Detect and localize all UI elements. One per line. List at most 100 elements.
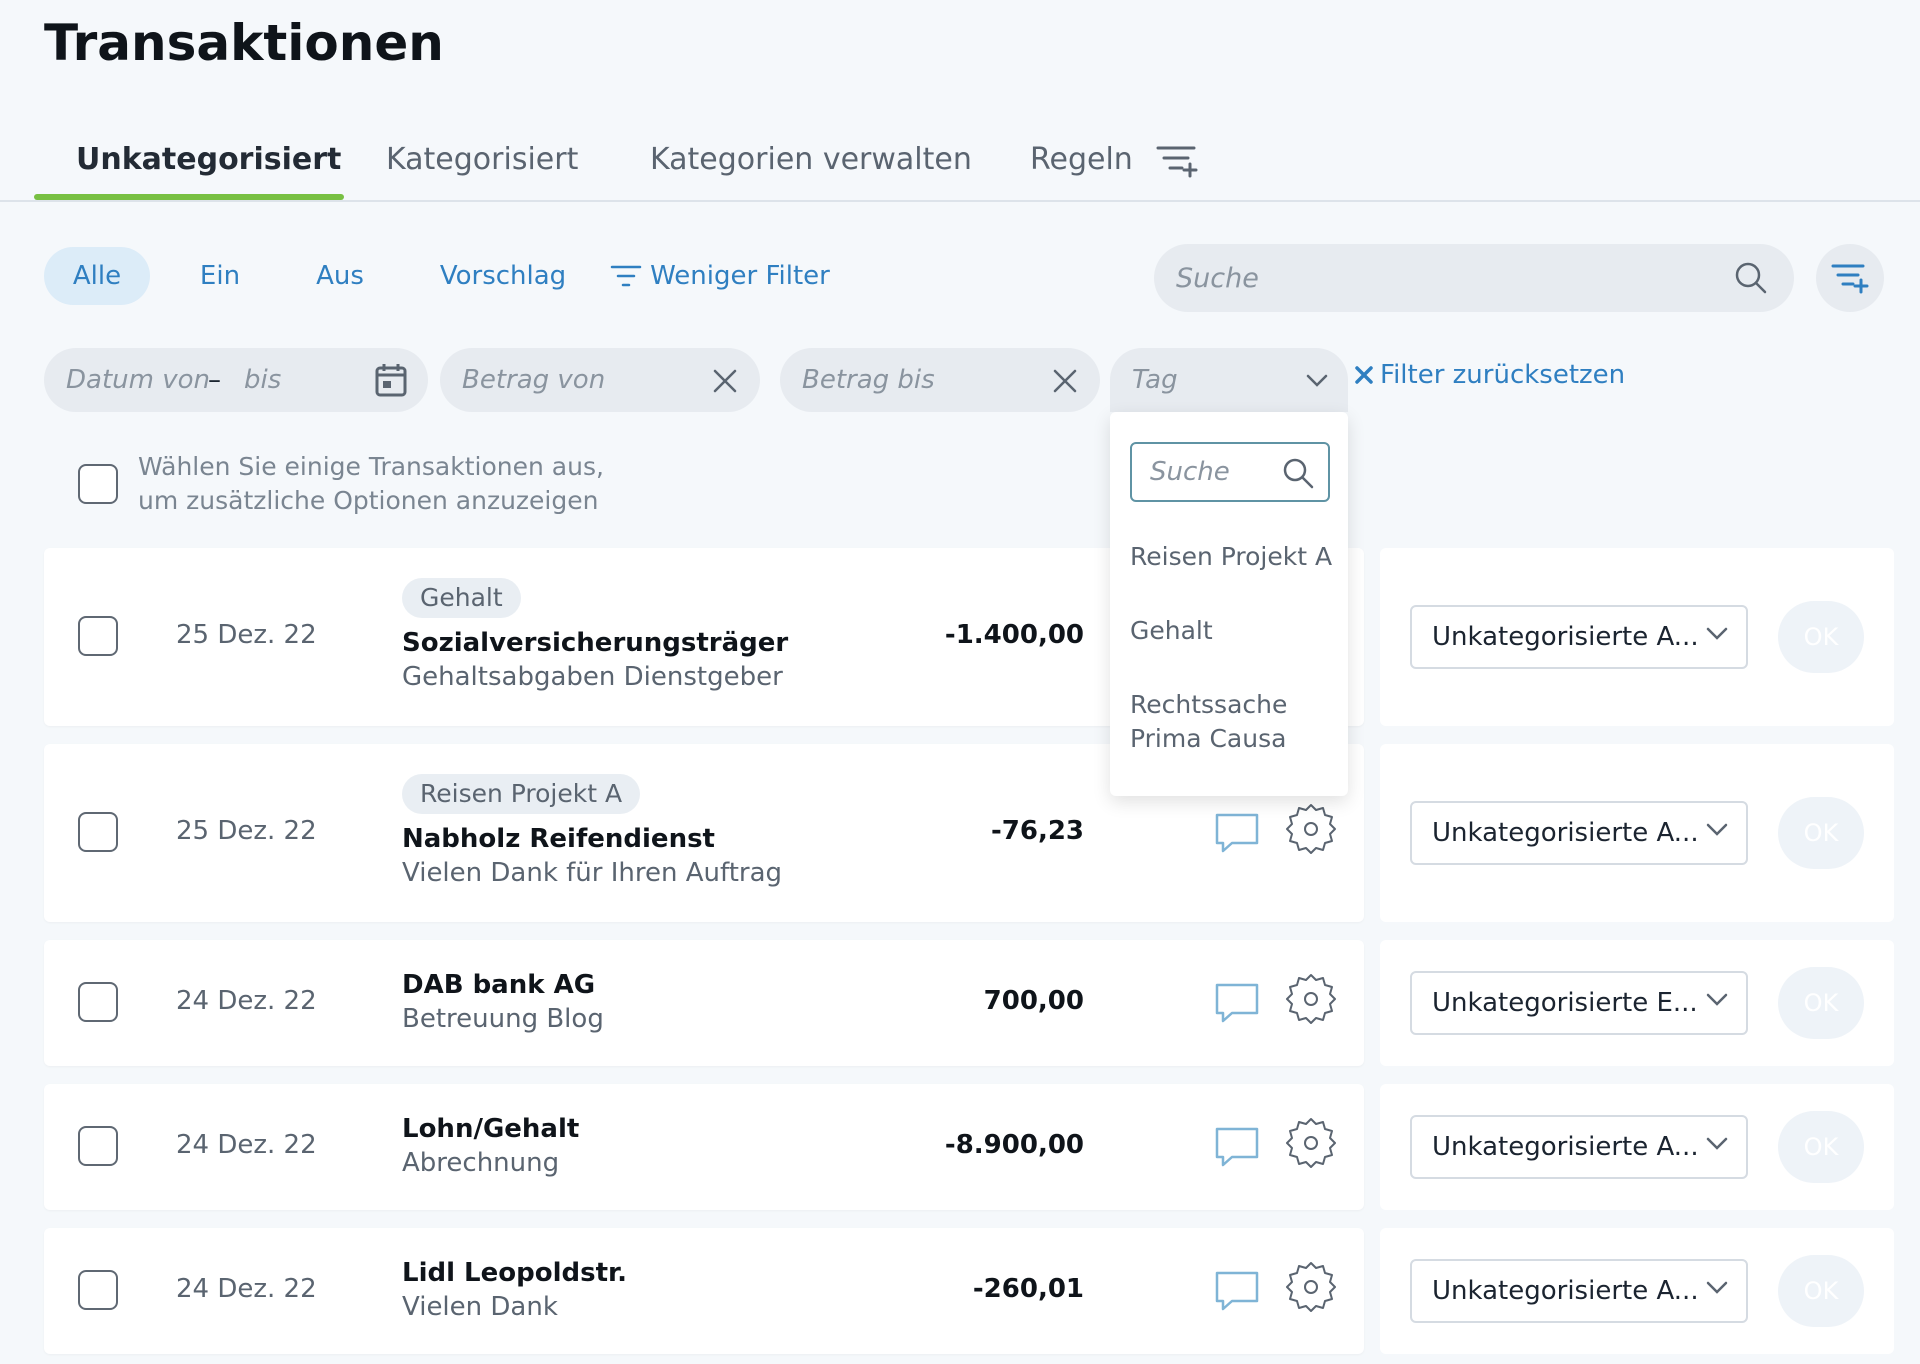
transaction-row: 24 Dez. 22 Lidl Leopoldstr. Vielen Dank … [44, 1228, 1364, 1354]
tag-search-input[interactable] [1150, 444, 1280, 500]
amount-to-placeholder: Betrag bis [802, 365, 935, 395]
select-hint-line-1: Wählen Sie einige Transaktionen aus, [138, 452, 604, 481]
row-amount: -1.400,00 [944, 620, 1084, 650]
row-tag: Gehalt [402, 578, 521, 618]
comment-icon[interactable] [1214, 812, 1260, 854]
tag-dropdown-menu: Reisen Projekt A Gehalt Rechtssache Prim… [1110, 412, 1348, 796]
less-filter-button[interactable]: Weniger Filter [610, 247, 830, 305]
add-filter-button[interactable] [1816, 244, 1884, 312]
row-amount: 700,00 [983, 986, 1084, 1016]
filter-chip-out[interactable]: Aus [316, 261, 364, 291]
gear-icon[interactable] [1284, 1260, 1338, 1314]
category-select[interactable]: Unkategorisierte A... [1410, 605, 1748, 669]
row-subtitle: Abrechnung [402, 1148, 560, 1178]
comment-icon[interactable] [1214, 982, 1260, 1024]
tag-option-reisen-projekt-a[interactable]: Reisen Projekt A [1130, 542, 1333, 571]
clear-amount-from-icon[interactable] [712, 368, 738, 394]
select-all-checkbox[interactable] [78, 464, 118, 504]
tab-bar: Unkategorisiert Kategorisiert Kategorien… [0, 120, 1920, 202]
search-box [1154, 244, 1794, 312]
date-separator: – [208, 365, 221, 395]
row-date: 24 Dez. 22 [176, 1130, 317, 1160]
amount-to-field[interactable]: Betrag bis [780, 348, 1100, 412]
ok-button[interactable]: OK [1778, 601, 1864, 673]
tab-regeln[interactable]: Regeln [1030, 142, 1200, 178]
category-select[interactable]: Unkategorisierte E... [1410, 971, 1748, 1035]
date-from-placeholder: Datum von [66, 365, 210, 395]
clear-amount-to-icon[interactable] [1052, 368, 1078, 394]
gear-icon[interactable] [1284, 972, 1338, 1026]
row-amount: -8.900,00 [944, 1130, 1084, 1160]
ok-button[interactable]: OK [1778, 967, 1864, 1039]
chevron-down-icon [1706, 993, 1728, 1006]
filter-chip-all[interactable]: Alle [44, 247, 150, 305]
row-subtitle: Gehaltsabgaben Dienstgeber [402, 662, 783, 692]
search-icon[interactable] [1282, 457, 1314, 489]
row-amount: -76,23 [990, 816, 1084, 846]
amount-from-field[interactable]: Betrag von [440, 348, 760, 412]
category-value: Unkategorisierte A... [1432, 818, 1699, 848]
date-to-placeholder: bis [244, 365, 282, 395]
category-value: Unkategorisierte E... [1432, 988, 1698, 1018]
chevron-down-icon [1306, 374, 1328, 387]
amount-from-placeholder: Betrag von [462, 365, 606, 395]
search-icon[interactable] [1734, 261, 1768, 295]
row-checkbox[interactable] [78, 1270, 118, 1310]
chevron-down-icon [1706, 627, 1728, 640]
select-hint: Wählen Sie einige Transaktionen aus, um … [138, 450, 604, 518]
chevron-down-icon [1706, 823, 1728, 836]
tab-kategorisiert[interactable]: Kategorisiert [386, 142, 579, 177]
row-amount: -260,01 [972, 1274, 1084, 1304]
row-name: Lohn/Gehalt [402, 1114, 580, 1144]
row-date: 24 Dez. 22 [176, 1274, 317, 1304]
row-name: Nabholz Reifendienst [402, 824, 715, 854]
row-date: 25 Dez. 22 [176, 816, 317, 846]
transaction-row: 24 Dez. 22 Lohn/Gehalt Abrechnung -8.900… [44, 1084, 1364, 1210]
reset-filter-button[interactable]: Filter zurücksetzen [1354, 360, 1625, 390]
category-panel: Unkategorisierte A... OK [1380, 744, 1894, 922]
tag-option-rechtssache-prima-causa[interactable]: Rechtssache Prima Causa [1130, 690, 1288, 753]
row-date: 25 Dez. 22 [176, 620, 317, 650]
filter-chip-suggestion[interactable]: Vorschlag [439, 261, 567, 291]
transaction-row: 24 Dez. 22 DAB bank AG Betreuung Blog 70… [44, 940, 1364, 1066]
category-select[interactable]: Unkategorisierte A... [1410, 1115, 1748, 1179]
ok-button[interactable]: OK [1778, 1255, 1864, 1327]
close-icon [1355, 366, 1373, 384]
category-panel: Unkategorisierte A... OK [1380, 1084, 1894, 1210]
tag-search-box [1130, 442, 1330, 502]
filter-add-icon [1831, 264, 1869, 294]
filter-chip-in[interactable]: Ein [199, 261, 241, 291]
tag-placeholder: Tag [1132, 365, 1178, 395]
row-checkbox[interactable] [78, 1126, 118, 1166]
page-title: Transaktionen [44, 14, 444, 72]
category-panel: Unkategorisierte A... OK [1380, 1228, 1894, 1354]
row-subtitle: Vielen Dank für Ihren Auftrag [402, 858, 783, 888]
tag-option-gehalt[interactable]: Gehalt [1130, 616, 1213, 645]
row-checkbox[interactable] [78, 616, 118, 656]
category-select[interactable]: Unkategorisierte A... [1410, 1259, 1748, 1323]
row-checkbox[interactable] [78, 982, 118, 1022]
ok-button[interactable]: OK [1778, 797, 1864, 869]
category-value: Unkategorisierte A... [1432, 622, 1699, 652]
search-input[interactable] [1176, 244, 1696, 312]
calendar-icon[interactable] [374, 362, 408, 398]
category-select[interactable]: Unkategorisierte A... [1410, 801, 1748, 865]
category-value: Unkategorisierte A... [1432, 1132, 1699, 1162]
comment-icon[interactable] [1214, 1126, 1260, 1168]
gear-icon[interactable] [1284, 1116, 1338, 1170]
tab-unkategorisiert[interactable]: Unkategorisiert [76, 142, 342, 177]
row-name: Lidl Leopoldstr. [402, 1258, 628, 1288]
row-name: DAB bank AG [402, 970, 596, 1000]
tag-select[interactable]: Tag [1110, 348, 1348, 412]
row-name: Sozialversicherungsträger [402, 628, 789, 658]
active-tab-indicator [34, 194, 344, 200]
row-checkbox[interactable] [78, 812, 118, 852]
ok-button[interactable]: OK [1778, 1111, 1864, 1183]
comment-icon[interactable] [1214, 1270, 1260, 1312]
row-tag: Reisen Projekt A [402, 774, 641, 814]
date-range-field[interactable]: Datum von – bis [44, 348, 428, 412]
category-panel: Unkategorisierte E... OK [1380, 940, 1894, 1066]
tab-kategorien-verwalten[interactable]: Kategorien verwalten [650, 142, 972, 177]
gear-icon[interactable] [1284, 802, 1338, 856]
row-date: 24 Dez. 22 [176, 986, 317, 1016]
